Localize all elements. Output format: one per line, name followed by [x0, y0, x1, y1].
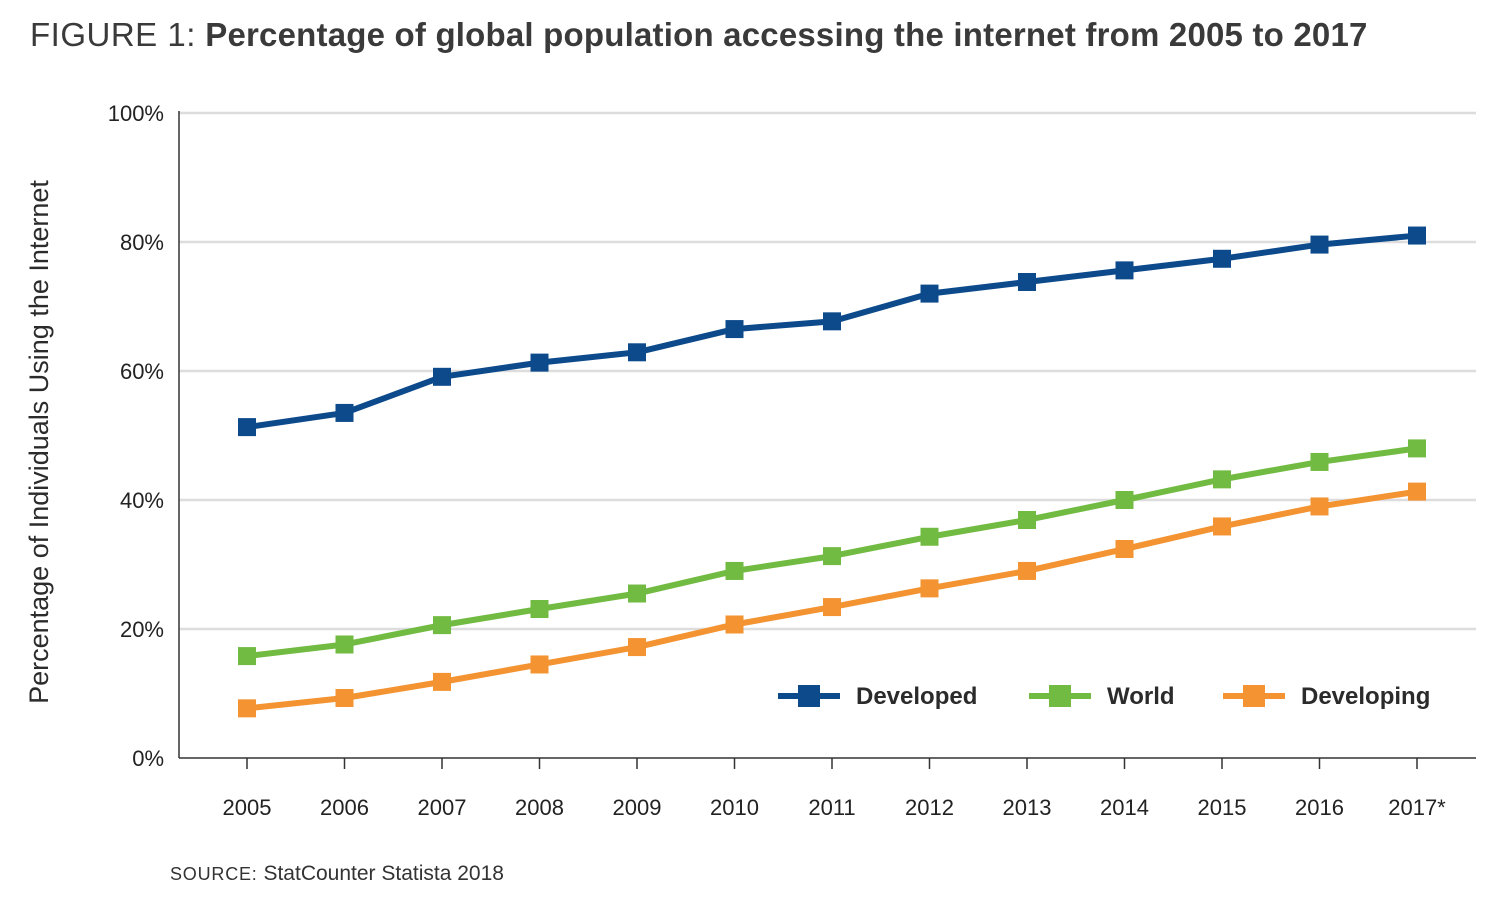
- series-group: [238, 226, 1426, 718]
- data-point-developed: [433, 367, 451, 386]
- data-point-developing: [1310, 497, 1329, 516]
- data-point-developing: [433, 672, 451, 691]
- data-point-developed: [1018, 272, 1036, 291]
- data-point-developed: [1115, 261, 1134, 280]
- x-tick-label: 2011: [808, 795, 855, 820]
- legend-item-developing: Developing: [1223, 683, 1430, 710]
- legend-marker-developing: [1243, 685, 1265, 707]
- x-tick-label: 2007: [418, 795, 467, 820]
- y-tick-label: 20%: [120, 617, 164, 642]
- data-point-world: [1310, 452, 1329, 471]
- x-tick-label: 2012: [905, 795, 954, 820]
- x-tick-label: 2006: [320, 795, 369, 820]
- data-point-world: [628, 584, 646, 603]
- data-point-developing: [238, 699, 256, 718]
- data-point-developed: [238, 418, 256, 437]
- data-point-developing: [1115, 540, 1134, 559]
- data-point-world: [433, 616, 451, 635]
- source-text: StatCounter Statista 2018: [263, 862, 504, 885]
- y-tick-label: 0%: [132, 746, 164, 771]
- data-point-developing: [823, 598, 841, 617]
- legend: Developed World Developing: [778, 683, 1430, 710]
- data-point-world: [725, 561, 744, 580]
- legend-item-developed: Developed: [778, 683, 977, 710]
- x-tick-label: 2008: [515, 795, 564, 820]
- data-point-developing: [1213, 517, 1231, 536]
- data-point-developing: [920, 579, 939, 598]
- legend-label-developed: Developed: [856, 683, 977, 710]
- data-point-developing: [1408, 482, 1426, 501]
- source-note: SOURCE: StatCounter Statista 2018: [170, 862, 504, 886]
- series-line-developed: [246, 232, 1418, 431]
- data-point-developing: [335, 689, 354, 708]
- data-point-world: [1115, 491, 1134, 509]
- figure-label: FIGURE 1:: [30, 16, 196, 53]
- series-developed: [238, 226, 1426, 437]
- data-point-developed: [725, 320, 744, 339]
- x-tick-label: 2016: [1295, 795, 1344, 820]
- y-axis-label: Percentage of Individuals Using the Inte…: [24, 180, 54, 704]
- data-point-developing: [725, 615, 744, 634]
- data-point-developed: [823, 312, 841, 331]
- legend-item-world: World: [1029, 683, 1175, 710]
- data-point-world: [530, 600, 549, 619]
- y-tick-label: 40%: [120, 488, 164, 513]
- data-point-world: [920, 527, 939, 546]
- series-world: [238, 439, 1426, 666]
- data-point-developed: [335, 403, 354, 422]
- data-point-developing: [530, 655, 549, 674]
- x-tick-label: 2010: [710, 795, 759, 820]
- x-tick-label: 2017*: [1388, 795, 1446, 820]
- axes: [178, 111, 1476, 759]
- legend-label-world: World: [1107, 683, 1175, 710]
- legend-label-developing: Developing: [1301, 683, 1430, 710]
- x-tick-label: 2014: [1100, 795, 1149, 820]
- data-point-developed: [1408, 226, 1426, 245]
- source-label: SOURCE:: [170, 864, 258, 884]
- y-tick-label: 100%: [108, 101, 164, 126]
- figure-title-text: Percentage of global population accessin…: [205, 16, 1368, 53]
- x-tick-label: 2009: [613, 795, 662, 820]
- legend-marker-developed: [798, 685, 820, 707]
- x-tick-label: 2005: [223, 795, 272, 820]
- data-point-developed: [530, 353, 549, 372]
- data-point-world: [335, 635, 354, 654]
- y-tick-label: 60%: [120, 359, 164, 384]
- series-developing: [238, 482, 1426, 718]
- data-point-world: [1213, 470, 1231, 489]
- chart-title: FIGURE 1: Percentage of global populatio…: [30, 16, 1368, 54]
- y-tick-label: 80%: [120, 230, 164, 255]
- data-point-world: [1018, 510, 1036, 529]
- data-point-world: [238, 647, 256, 666]
- y-axis-ticks: 0% 20% 40% 60% 80% 100%: [108, 101, 164, 771]
- data-point-developed: [1213, 249, 1231, 268]
- data-point-developing: [628, 638, 646, 657]
- x-tick-label: 2015: [1198, 795, 1247, 820]
- data-point-developing: [1018, 561, 1036, 580]
- gridlines: [179, 111, 1476, 631]
- x-tick-label: 2013: [1003, 795, 1052, 820]
- data-point-developed: [1310, 235, 1329, 254]
- data-point-world: [823, 547, 841, 566]
- legend-marker-world: [1049, 685, 1071, 707]
- x-axis-ticks: 2005 2006 2007 2008 2009 2010 2011 2012 2013 2014…: [223, 758, 1446, 820]
- data-point-world: [1408, 439, 1426, 458]
- data-point-developed: [628, 343, 646, 362]
- data-point-developed: [920, 284, 939, 303]
